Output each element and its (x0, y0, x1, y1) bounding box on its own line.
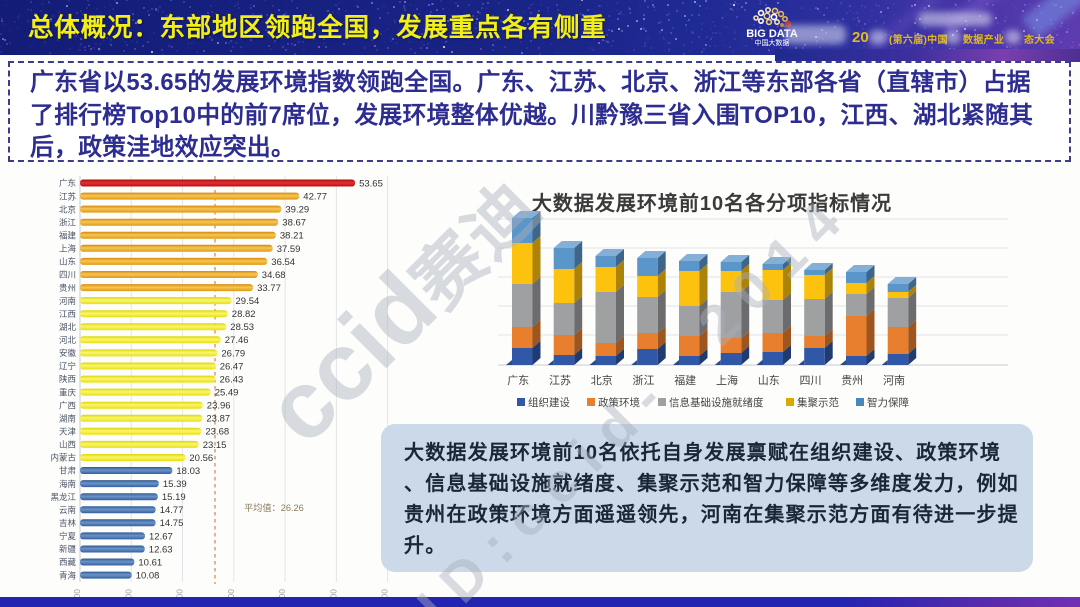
svg-text:15.19: 15.19 (162, 492, 186, 503)
svg-text:云南: 云南 (59, 505, 76, 515)
svg-text:29.54: 29.54 (236, 296, 260, 307)
svg-text:53.65: 53.65 (359, 178, 383, 189)
svg-text:安徽: 安徽 (59, 348, 77, 358)
svg-text:黑龙江: 黑龙江 (50, 492, 76, 502)
svg-text:甘肃: 甘肃 (59, 466, 77, 476)
svg-text:新疆: 新疆 (59, 544, 77, 554)
svg-text:西藏: 西藏 (59, 557, 77, 567)
svg-text:重庆: 重庆 (59, 387, 77, 397)
svg-text:北京: 北京 (591, 373, 613, 387)
svg-text:23.68: 23.68 (205, 427, 229, 438)
svg-text:15.39: 15.39 (163, 479, 187, 490)
svg-text:贵州: 贵州 (841, 374, 863, 387)
svg-text:38.21: 38.21 (280, 231, 304, 242)
svg-text:江苏: 江苏 (59, 191, 77, 201)
svg-text:组织建设: 组织建设 (528, 396, 570, 409)
svg-text:河南: 河南 (883, 374, 905, 387)
svg-text:浙江: 浙江 (633, 374, 655, 387)
svg-text:34.68: 34.68 (262, 270, 286, 281)
svg-text:河北: 河北 (59, 335, 77, 345)
svg-text:福建: 福建 (674, 373, 696, 387)
svg-text:江苏: 江苏 (549, 374, 571, 387)
svg-text:26.79: 26.79 (221, 348, 245, 359)
svg-text:海南: 海南 (59, 479, 76, 489)
svg-text:广东: 广东 (507, 374, 529, 387)
svg-text:20.56: 20.56 (189, 453, 213, 464)
svg-text:政策环境: 政策环境 (598, 396, 640, 409)
svg-text:江西: 江西 (59, 309, 76, 319)
svg-text:23.87: 23.87 (206, 414, 230, 425)
svg-text:陕西: 陕西 (59, 374, 76, 384)
svg-text:28.82: 28.82 (232, 309, 256, 320)
svg-text:23.15: 23.15 (203, 440, 227, 451)
svg-text:北京: 北京 (59, 204, 76, 214)
svg-text:26.43: 26.43 (220, 375, 244, 386)
svg-text:23.96: 23.96 (207, 401, 231, 412)
svg-text:12.67: 12.67 (149, 531, 173, 542)
svg-text:平均值：26.26: 平均值：26.26 (244, 502, 304, 513)
svg-text:山西: 山西 (59, 440, 76, 450)
svg-text:37.59: 37.59 (277, 244, 301, 255)
svg-text:上海: 上海 (716, 373, 738, 387)
svg-text:四川: 四川 (59, 270, 76, 280)
svg-text:浙江: 浙江 (59, 217, 77, 227)
svg-text:河南: 河南 (59, 296, 76, 306)
svg-text:福建: 福建 (59, 231, 77, 241)
svg-text:12.63: 12.63 (149, 544, 173, 555)
svg-text:25.49: 25.49 (215, 388, 239, 399)
svg-text:26.47: 26.47 (220, 361, 244, 372)
svg-text:湖南: 湖南 (59, 414, 76, 424)
svg-text:青海: 青海 (59, 570, 77, 580)
svg-text:广西: 广西 (59, 400, 76, 410)
svg-text:10.08: 10.08 (136, 571, 160, 582)
svg-text:27.46: 27.46 (225, 335, 249, 346)
svg-text:山东: 山东 (59, 257, 76, 267)
svg-text:28.53: 28.53 (230, 322, 254, 333)
svg-text:集聚示范: 集聚示范 (797, 396, 839, 409)
svg-text:14.77: 14.77 (160, 505, 184, 516)
svg-text:14.75: 14.75 (160, 518, 184, 529)
svg-text:上海: 上海 (59, 244, 77, 254)
svg-text:内蒙古: 内蒙古 (50, 453, 76, 463)
svg-text:38.67: 38.67 (282, 218, 306, 229)
svg-text:信息基础设施就绪度: 信息基础设施就绪度 (669, 396, 764, 409)
svg-text:10.61: 10.61 (138, 557, 162, 568)
svg-text:吉林: 吉林 (59, 518, 77, 528)
svg-text:山东: 山东 (758, 374, 780, 387)
svg-text:42.77: 42.77 (303, 192, 327, 203)
svg-text:39.29: 39.29 (285, 205, 309, 216)
svg-text:天津: 天津 (59, 427, 77, 437)
svg-text:智力保障: 智力保障 (867, 396, 909, 409)
svg-text:广东: 广东 (59, 178, 76, 188)
svg-text:宁夏: 宁夏 (59, 531, 77, 541)
svg-text:36.54: 36.54 (271, 257, 295, 268)
svg-text:贵州: 贵州 (59, 283, 76, 293)
svg-text:辽宁: 辽宁 (59, 361, 76, 371)
svg-text:四川: 四川 (800, 375, 822, 387)
svg-text:湖北: 湖北 (59, 322, 77, 332)
svg-text:33.77: 33.77 (257, 283, 281, 294)
svg-text:18.03: 18.03 (176, 466, 200, 477)
